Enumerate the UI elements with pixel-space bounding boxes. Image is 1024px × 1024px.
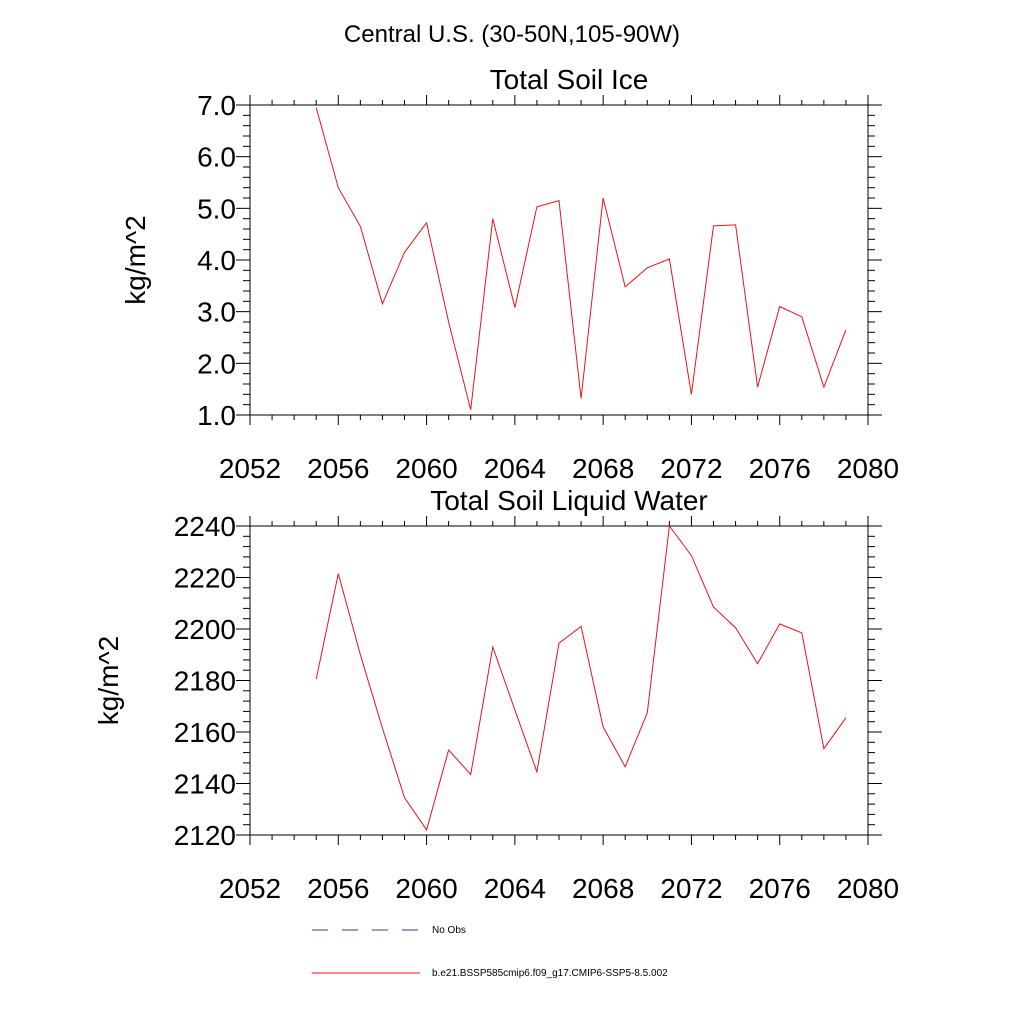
x-tick-label: 2052 — [219, 453, 281, 484]
x-tick-label: 2068 — [572, 453, 634, 484]
y-tick-label: 5.0 — [197, 193, 236, 224]
y-tick-label: 2180 — [174, 666, 236, 697]
y-tick-label: 2200 — [174, 614, 236, 645]
chart-panel-soil-ice: Total Soil Ice kg/m^2 2052 2056 2060 2064 2068… — [120, 64, 899, 484]
x-tick-label: 2056 — [307, 453, 369, 484]
x-tick-label: 2080 — [837, 873, 899, 904]
x-tick-label: 2076 — [749, 453, 811, 484]
figure-title: Central U.S. (30-50N,105-90W) — [344, 21, 680, 48]
series-line-soil-ice — [315, 107, 847, 410]
y-tick-label: 2160 — [174, 717, 236, 748]
x-tick-label: 2072 — [660, 873, 722, 904]
legend-label-no-obs: No Obs — [432, 925, 466, 936]
legend-entry-no-obs: No Obs — [312, 925, 466, 936]
x-tick-label: 2072 — [660, 453, 722, 484]
x-tick-label: 2056 — [307, 873, 369, 904]
x-tick-label: 2052 — [219, 873, 281, 904]
y-axis-label: kg/m^2 — [120, 215, 151, 304]
y-tick-label: 2.0 — [197, 348, 236, 379]
y-tick-label: 4.0 — [197, 245, 236, 276]
y-axis-label: kg/m^2 — [93, 636, 124, 725]
y-tick-label: 2220 — [174, 563, 236, 594]
x-tick-label: 2060 — [395, 453, 457, 484]
y-tick-label: 2140 — [174, 769, 236, 800]
series-line-soil-liquid-water — [315, 524, 847, 832]
x-tick-label: 2068 — [572, 873, 634, 904]
y-tick-label: 2120 — [174, 820, 236, 851]
x-tick-label: 2080 — [837, 453, 899, 484]
y-tick-label: 7.0 — [197, 90, 236, 121]
plot-frame — [249, 525, 869, 836]
y-tick-label: 2240 — [174, 511, 236, 542]
legend-label-model-run: b.e21.BSSP585cmip6.f09_g17.CMIP6-SSP5-8.… — [432, 968, 668, 979]
x-tick-label: 2076 — [749, 873, 811, 904]
chart-title: Total Soil Liquid Water — [430, 485, 708, 516]
x-tick-label: 2064 — [484, 453, 546, 484]
legend-entry-model-run: b.e21.BSSP585cmip6.f09_g17.CMIP6-SSP5-8.… — [312, 968, 668, 979]
chart-title: Total Soil Ice — [490, 64, 649, 95]
legend: No Obs b.e21.BSSP585cmip6.f09_g17.CMIP6-… — [312, 925, 668, 979]
chart-panel-soil-liquid-water: Total Soil Liquid Water kg/m^2 2052 2056 206… — [93, 485, 899, 904]
x-tick-label: 2064 — [484, 873, 546, 904]
y-tick-label: 3.0 — [197, 297, 236, 328]
y-tick-label: 1.0 — [197, 400, 236, 431]
plot-frame — [249, 104, 869, 416]
x-tick-label: 2060 — [395, 873, 457, 904]
y-tick-label: 6.0 — [197, 142, 236, 173]
